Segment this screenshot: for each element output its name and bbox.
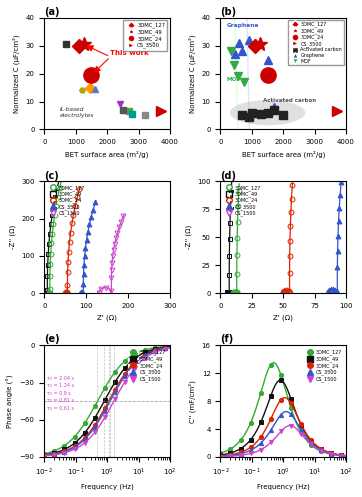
- Legend: 3DMC_127, 3DMC_49, 3DMC_24, CS_3500, CS_1500: 3DMC_127, 3DMC_49, 3DMC_24, CS_3500, CS_…: [223, 184, 262, 217]
- Text: Graphene: Graphene: [227, 23, 259, 28]
- Text: τ₀ = 0.61 s: τ₀ = 0.61 s: [47, 406, 74, 411]
- Text: Activated carbon: Activated carbon: [263, 98, 316, 103]
- Ellipse shape: [227, 0, 245, 352]
- Legend: 3DMC_127, 3DMC_49, 3DMC_24, CS_3500, Activated carbon, Graphene, MOF: 3DMC_127, 3DMC_49, 3DMC_24, CS_3500, Act…: [288, 20, 344, 65]
- Text: (c): (c): [44, 170, 59, 181]
- X-axis label: Z' (Ω): Z' (Ω): [97, 315, 117, 321]
- Text: (b): (b): [220, 7, 236, 17]
- Text: τ₀ = 0.81 s: τ₀ = 0.81 s: [47, 399, 74, 404]
- X-axis label: Frequency (Hz): Frequency (Hz): [257, 484, 310, 490]
- Ellipse shape: [230, 100, 305, 125]
- X-axis label: Z' (Ω): Z' (Ω): [273, 315, 293, 321]
- Y-axis label: Phase angle (°): Phase angle (°): [7, 374, 14, 428]
- Y-axis label: Normalized C (μF/cm²): Normalized C (μF/cm²): [13, 34, 20, 113]
- X-axis label: BET surface area (m²/g): BET surface area (m²/g): [241, 151, 325, 158]
- Text: (d): (d): [220, 170, 236, 181]
- Y-axis label: -Z'' (Ω): -Z'' (Ω): [185, 225, 191, 249]
- Text: MOF: MOF: [227, 77, 241, 82]
- X-axis label: Frequency (Hz): Frequency (Hz): [81, 484, 134, 490]
- Legend: 3DMC_127, 3DMC_49, 3DMC_24, CS_3500, CS_1500: 3DMC_127, 3DMC_49, 3DMC_24, CS_3500, CS_…: [303, 348, 344, 384]
- Y-axis label: C'' (mF/cm²): C'' (mF/cm²): [189, 380, 196, 422]
- Text: τ₀ = 0.9 s: τ₀ = 0.9 s: [47, 391, 71, 396]
- Text: (a): (a): [44, 7, 60, 17]
- Legend: 3DMC_127, 3DMC_49, 3DMC_24, CS_3500, CS_1500: 3DMC_127, 3DMC_49, 3DMC_24, CS_3500, CS_…: [127, 348, 168, 384]
- Legend: 3DMC_127, 3DMC_49, 3DMC_24, CS_3500, CS_1500: 3DMC_127, 3DMC_49, 3DMC_24, CS_3500, CS_…: [47, 184, 86, 217]
- Text: IL-based
electrolytes: IL-based electrolytes: [60, 107, 94, 118]
- Ellipse shape: [227, 0, 268, 497]
- Legend: 3DMC_127, 3DMC_49, 3DMC_24, CS_3500: 3DMC_127, 3DMC_49, 3DMC_24, CS_3500: [123, 20, 167, 51]
- Text: τ₀ = 2.04 s: τ₀ = 2.04 s: [47, 376, 74, 381]
- Y-axis label: Normalized C (μF/cm²): Normalized C (μF/cm²): [189, 34, 196, 113]
- Text: τ₀ = 1.24 s: τ₀ = 1.24 s: [47, 384, 74, 389]
- X-axis label: BET surface area (m²/g): BET surface area (m²/g): [66, 151, 149, 158]
- Text: This work: This work: [110, 50, 149, 57]
- Text: (f): (f): [220, 334, 233, 344]
- Text: (e): (e): [44, 334, 60, 344]
- Y-axis label: -Z'' (Ω): -Z'' (Ω): [9, 225, 16, 249]
